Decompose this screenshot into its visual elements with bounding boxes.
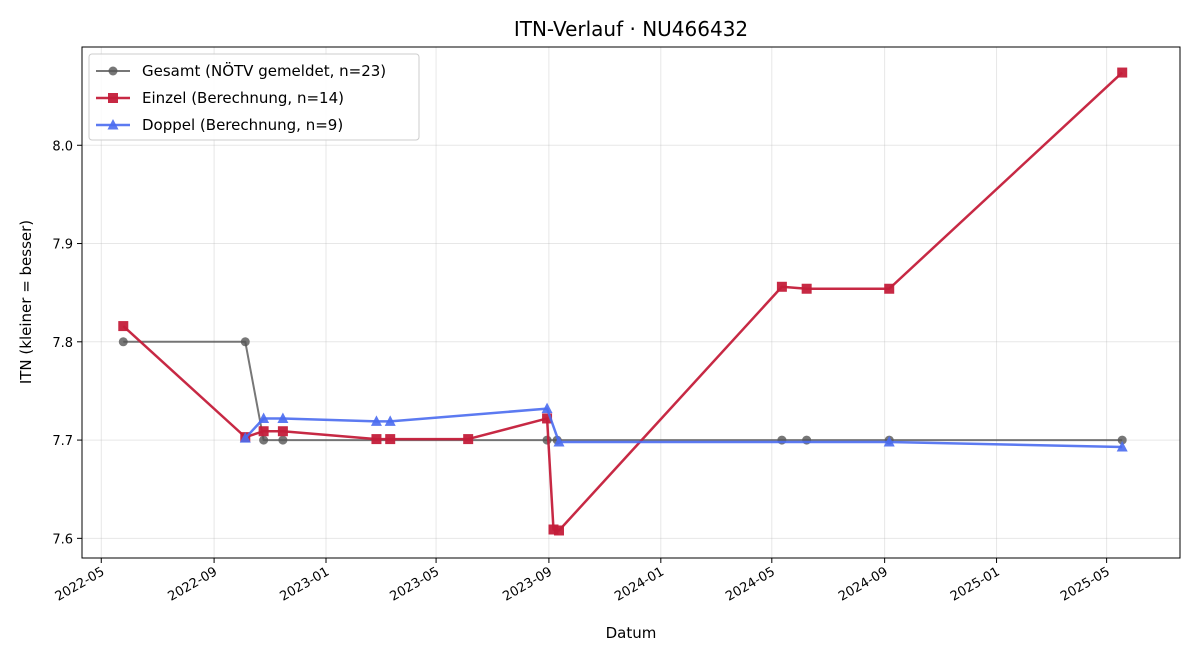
y-axis-ticks: 7.6 7.7 7.8 7.9 8.0 — [52, 139, 82, 547]
data-point — [277, 426, 288, 437]
data-point — [258, 412, 270, 423]
data-point — [553, 525, 564, 536]
data-point — [118, 321, 129, 332]
data-point — [541, 402, 553, 414]
legend-label: Doppel (Berechnung, n=9) — [142, 116, 343, 134]
legend-label: Einzel (Berechnung, n=14) — [142, 89, 344, 107]
data-point — [277, 412, 289, 423]
data-point — [239, 432, 251, 443]
data-series — [118, 67, 1128, 536]
data-point — [278, 435, 288, 445]
data-point — [542, 413, 553, 424]
legend: Gesamt (NÖTV gemeldet, n=23) Einzel (Bere… — [88, 53, 420, 141]
legend-marker — [108, 93, 118, 103]
data-point — [1117, 67, 1128, 78]
series-line — [123, 340, 1123, 442]
data-point — [385, 434, 396, 445]
y-tick-label: 7.7 — [52, 434, 73, 449]
x-axis-label: Datum — [606, 624, 657, 642]
chart-title: ITN-Verlauf · NU466432 — [514, 17, 748, 41]
data-point — [259, 435, 269, 445]
data-point — [463, 434, 474, 445]
series-square — [118, 67, 1128, 536]
data-point — [1116, 440, 1128, 452]
data-point — [884, 283, 895, 294]
data-point — [801, 283, 812, 294]
data-point — [118, 337, 128, 347]
legend-marker — [108, 66, 118, 76]
data-point — [370, 415, 382, 426]
data-point — [371, 434, 382, 445]
data-point — [1117, 435, 1127, 445]
series-triangle — [239, 402, 1128, 452]
plot-area-frame — [81, 46, 1181, 559]
y-axis-label: ITN (kleiner = besser) — [17, 220, 35, 384]
data-point — [553, 436, 565, 447]
y-tick-label: 7.8 — [52, 336, 73, 351]
legend-label: Gesamt (NÖTV gemeldet, n=23) — [142, 61, 386, 80]
y-tick-label: 7.6 — [52, 532, 73, 547]
data-point — [240, 337, 250, 347]
data-point — [883, 436, 895, 447]
data-point — [384, 415, 396, 426]
data-point — [776, 281, 787, 292]
data-point — [548, 524, 559, 535]
legend-box — [88, 53, 420, 141]
y-tick-label: 8.0 — [52, 139, 73, 154]
data-point — [258, 426, 269, 437]
legend-marker — [107, 119, 119, 130]
y-tick-label: 7.9 — [52, 238, 73, 253]
